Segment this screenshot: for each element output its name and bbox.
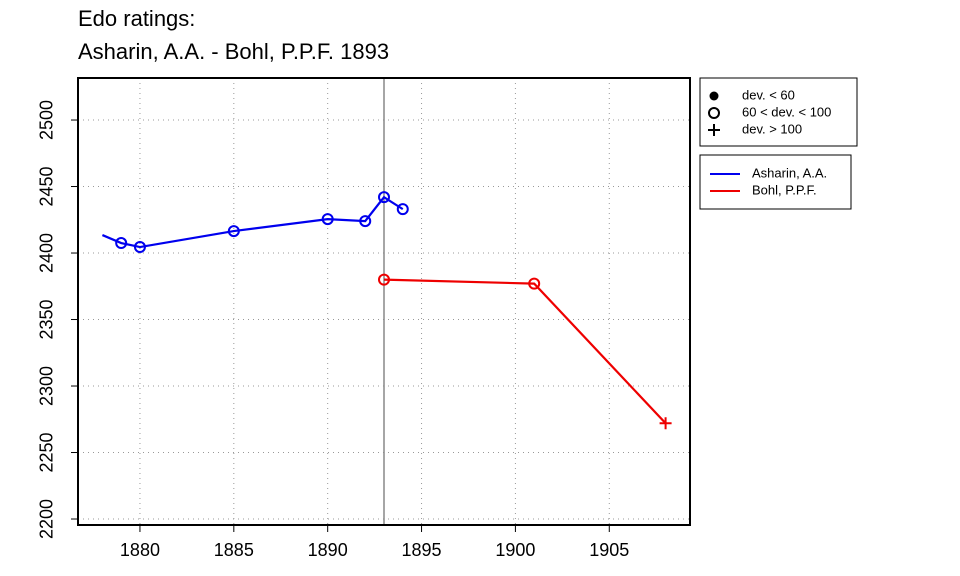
legend-label: Bohl, P.P.F. — [752, 182, 817, 197]
series-line — [101, 195, 404, 249]
x-tick-label: 1905 — [589, 540, 629, 560]
y-tick-label: 2400 — [37, 233, 57, 273]
marker — [708, 124, 720, 136]
marker — [378, 191, 390, 204]
marker — [708, 107, 720, 119]
marker — [115, 237, 128, 250]
marker — [227, 225, 240, 238]
legend-box — [699, 77, 858, 147]
series-line — [383, 278, 667, 425]
x-tick-label: 1885 — [214, 540, 254, 560]
marker — [133, 241, 146, 254]
x-tick-label: 1890 — [308, 540, 348, 560]
legend-label: dev. < 60 — [742, 87, 795, 102]
marker — [659, 417, 672, 430]
marker — [396, 203, 409, 216]
x-tick-label: 1895 — [402, 540, 442, 560]
legend-label: dev. > 100 — [742, 121, 802, 136]
legend-label: 60 < dev. < 100 — [742, 104, 831, 119]
x-tick-label: 1880 — [120, 540, 160, 560]
y-tick-label: 2350 — [37, 299, 57, 339]
marker — [321, 213, 334, 226]
chart-subtitle: Asharin, A.A. - Bohl, P.P.F. 1893 — [78, 39, 389, 64]
marker — [378, 273, 390, 286]
marker — [528, 277, 541, 290]
x-tick-label: 1900 — [495, 540, 535, 560]
y-tick-label: 2500 — [37, 100, 57, 140]
marker — [709, 91, 719, 101]
plot-frame — [77, 77, 691, 526]
legend-label: Asharin, A.A. — [752, 165, 827, 180]
chart-title: Edo ratings: — [78, 6, 195, 31]
marker — [359, 215, 372, 228]
y-tick-label: 2200 — [37, 499, 57, 539]
legend-box — [699, 154, 852, 210]
y-tick-label: 2250 — [37, 432, 57, 472]
y-tick-label: 2450 — [37, 167, 57, 207]
y-tick-label: 2300 — [37, 366, 57, 406]
